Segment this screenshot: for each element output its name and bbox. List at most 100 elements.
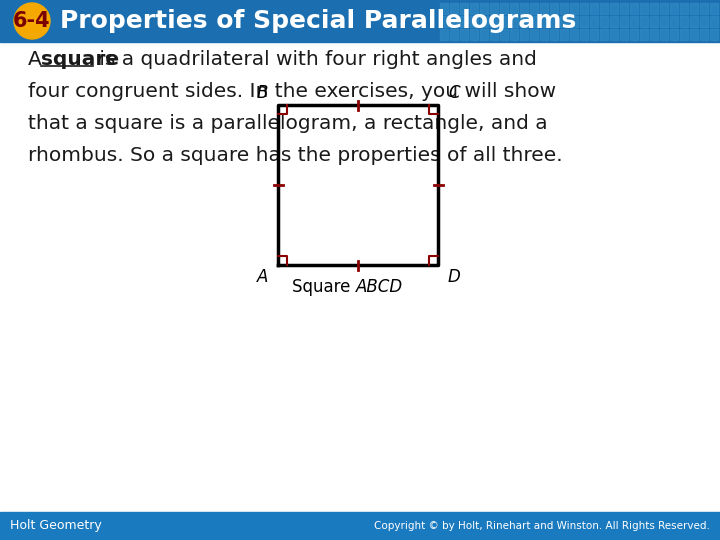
Text: is a quadrilateral with four right angles and: is a quadrilateral with four right angle… bbox=[93, 50, 537, 69]
Text: A: A bbox=[256, 268, 268, 286]
Bar bbox=[470, 16, 478, 27]
Bar bbox=[550, 3, 558, 14]
Bar bbox=[620, 16, 628, 27]
Bar bbox=[450, 29, 458, 40]
Text: Holt Geometry: Holt Geometry bbox=[10, 519, 102, 532]
Bar bbox=[580, 29, 588, 40]
Bar bbox=[530, 3, 538, 14]
Text: Square: Square bbox=[292, 278, 356, 296]
Bar bbox=[460, 16, 468, 27]
Bar bbox=[620, 3, 628, 14]
Bar bbox=[680, 29, 688, 40]
Bar bbox=[690, 29, 698, 40]
Bar bbox=[530, 29, 538, 40]
Bar bbox=[510, 29, 518, 40]
Bar bbox=[480, 29, 488, 40]
Bar bbox=[630, 16, 638, 27]
Text: C: C bbox=[448, 84, 459, 102]
Circle shape bbox=[14, 3, 50, 39]
Bar bbox=[490, 29, 498, 40]
Bar bbox=[700, 29, 708, 40]
Bar bbox=[490, 16, 498, 27]
Bar bbox=[560, 16, 568, 27]
Bar bbox=[520, 16, 528, 27]
Text: rhombus. So a square has the properties of all three.: rhombus. So a square has the properties … bbox=[28, 146, 562, 165]
Bar bbox=[590, 3, 598, 14]
Bar bbox=[640, 29, 648, 40]
Bar bbox=[460, 29, 468, 40]
Bar bbox=[440, 3, 448, 14]
Bar bbox=[510, 16, 518, 27]
Bar bbox=[540, 29, 548, 40]
Bar bbox=[560, 3, 568, 14]
Bar bbox=[710, 16, 718, 27]
Bar bbox=[470, 29, 478, 40]
Bar bbox=[570, 29, 578, 40]
Text: Properties of Special Parallelograms: Properties of Special Parallelograms bbox=[60, 9, 576, 33]
Text: four congruent sides. In the exercises, you will show: four congruent sides. In the exercises, … bbox=[28, 82, 556, 101]
Bar bbox=[660, 16, 668, 27]
Bar bbox=[700, 3, 708, 14]
Bar bbox=[690, 16, 698, 27]
Bar bbox=[640, 3, 648, 14]
Bar bbox=[690, 3, 698, 14]
Bar bbox=[490, 3, 498, 14]
Text: A: A bbox=[28, 50, 48, 69]
Bar bbox=[570, 16, 578, 27]
Bar bbox=[560, 29, 568, 40]
Bar bbox=[660, 29, 668, 40]
Text: ABCD: ABCD bbox=[356, 278, 403, 296]
Bar bbox=[450, 3, 458, 14]
Bar bbox=[630, 29, 638, 40]
Bar bbox=[570, 3, 578, 14]
Bar bbox=[510, 3, 518, 14]
Bar bbox=[650, 3, 658, 14]
Bar bbox=[470, 3, 478, 14]
Bar bbox=[600, 16, 608, 27]
Bar bbox=[620, 29, 628, 40]
Bar bbox=[500, 16, 508, 27]
Bar bbox=[650, 16, 658, 27]
Bar bbox=[680, 3, 688, 14]
Bar bbox=[670, 16, 678, 27]
Bar bbox=[500, 3, 508, 14]
Bar bbox=[0, 512, 720, 540]
Bar bbox=[710, 3, 718, 14]
Bar bbox=[700, 16, 708, 27]
Text: D: D bbox=[448, 268, 461, 286]
Bar bbox=[610, 3, 618, 14]
Text: 6-4: 6-4 bbox=[13, 11, 51, 31]
Bar bbox=[670, 29, 678, 40]
Bar bbox=[540, 3, 548, 14]
Bar bbox=[480, 16, 488, 27]
Bar bbox=[550, 16, 558, 27]
Bar bbox=[670, 3, 678, 14]
Bar bbox=[680, 16, 688, 27]
Text: that a square is a parallelogram, a rectangle, and a: that a square is a parallelogram, a rect… bbox=[28, 114, 548, 133]
Bar bbox=[610, 29, 618, 40]
Bar bbox=[600, 29, 608, 40]
Bar bbox=[0, 0, 720, 42]
Bar bbox=[630, 3, 638, 14]
Text: Copyright © by Holt, Rinehart and Winston. All Rights Reserved.: Copyright © by Holt, Rinehart and Winsto… bbox=[374, 521, 710, 531]
Bar bbox=[540, 16, 548, 27]
Text: B: B bbox=[256, 84, 268, 102]
Bar bbox=[580, 3, 588, 14]
Bar bbox=[590, 16, 598, 27]
Bar bbox=[590, 29, 598, 40]
Text: square: square bbox=[41, 50, 119, 69]
Bar bbox=[640, 16, 648, 27]
Bar bbox=[580, 16, 588, 27]
Bar bbox=[520, 3, 528, 14]
Bar bbox=[550, 29, 558, 40]
Bar bbox=[710, 29, 718, 40]
Bar bbox=[530, 16, 538, 27]
Bar bbox=[440, 29, 448, 40]
Bar bbox=[500, 29, 508, 40]
Bar bbox=[440, 16, 448, 27]
Bar bbox=[660, 3, 668, 14]
Bar bbox=[520, 29, 528, 40]
Bar bbox=[600, 3, 608, 14]
Bar bbox=[480, 3, 488, 14]
Bar bbox=[650, 29, 658, 40]
